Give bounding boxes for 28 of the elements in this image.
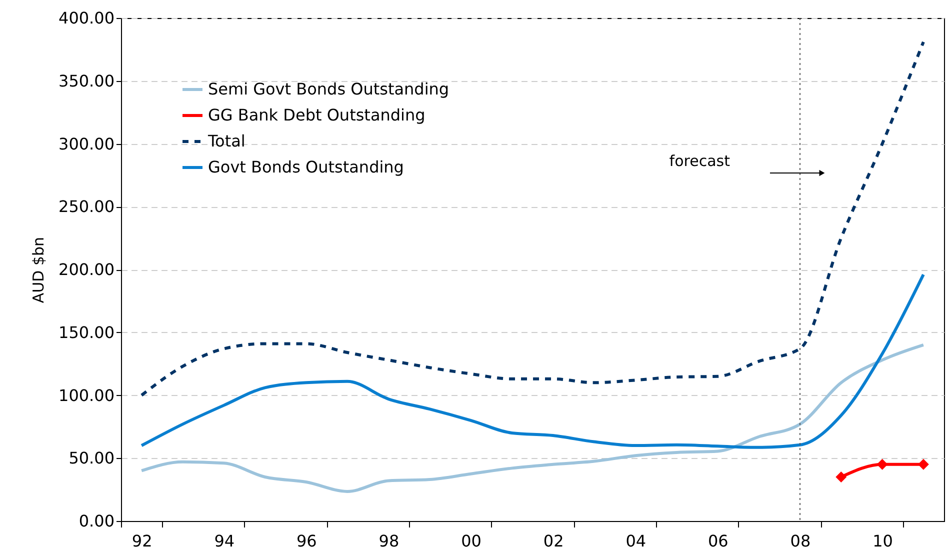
y-tick-label: 300.00 xyxy=(58,134,114,154)
line-series xyxy=(140,273,925,449)
legend-label: Semi Govt Bonds Outstanding xyxy=(208,80,450,98)
y-tick-label: 200.00 xyxy=(58,260,114,279)
x-tick-label: 06 xyxy=(708,532,728,550)
x-tick-label: 94 xyxy=(214,532,235,550)
x-tick-label: 92 xyxy=(132,532,152,550)
y-tick-label: 250.00 xyxy=(58,197,114,216)
y-tick-label: 100.00 xyxy=(58,386,114,405)
line-series xyxy=(140,343,925,493)
legend-label: GG Bank Debt Outstanding xyxy=(208,106,426,124)
y-tick-label: 0.00 xyxy=(78,512,114,530)
y-axis-title: AUD $bn xyxy=(30,236,48,304)
annotation: forecast xyxy=(669,152,730,170)
y-tick-label: 400.00 xyxy=(58,8,114,28)
legend-label: Total xyxy=(207,132,246,150)
x-tick-label: 98 xyxy=(378,532,400,550)
x-tick-label: 96 xyxy=(296,532,317,550)
x-tick-label: 02 xyxy=(543,532,564,550)
x-tick-label: 00 xyxy=(461,532,482,550)
y-tick-label: 150.00 xyxy=(58,322,114,342)
y-tick-label: 50.00 xyxy=(68,448,114,468)
y-tick-label: 350.00 xyxy=(58,71,114,90)
line-series xyxy=(140,40,925,397)
legend-label: Govt Bonds Outstanding xyxy=(208,158,404,176)
x-tick-label: 04 xyxy=(626,532,646,550)
x-tick-label: 10 xyxy=(872,532,893,550)
x-tick-label: 08 xyxy=(790,532,811,550)
